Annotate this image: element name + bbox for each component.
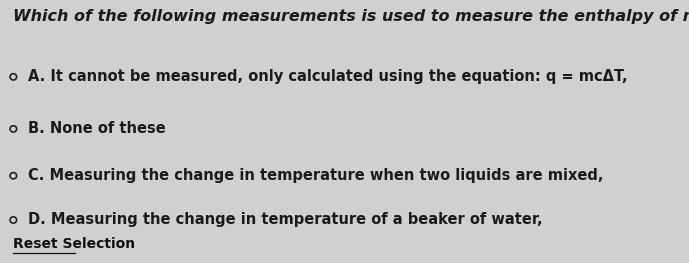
Text: B. None of these: B. None of these: [28, 122, 166, 136]
Text: Which of the following measurements is used to measure the enthalpy of neutraliz: Which of the following measurements is u…: [13, 9, 689, 24]
Text: D. Measuring the change in temperature of a beaker of water,: D. Measuring the change in temperature o…: [28, 213, 543, 227]
Text: C. Measuring the change in temperature when two liquids are mixed,: C. Measuring the change in temperature w…: [28, 168, 604, 183]
Text: Reset Selection: Reset Selection: [13, 237, 136, 251]
Text: A. It cannot be measured, only calculated using the equation: q = mcΔT,: A. It cannot be measured, only calculate…: [28, 69, 628, 84]
